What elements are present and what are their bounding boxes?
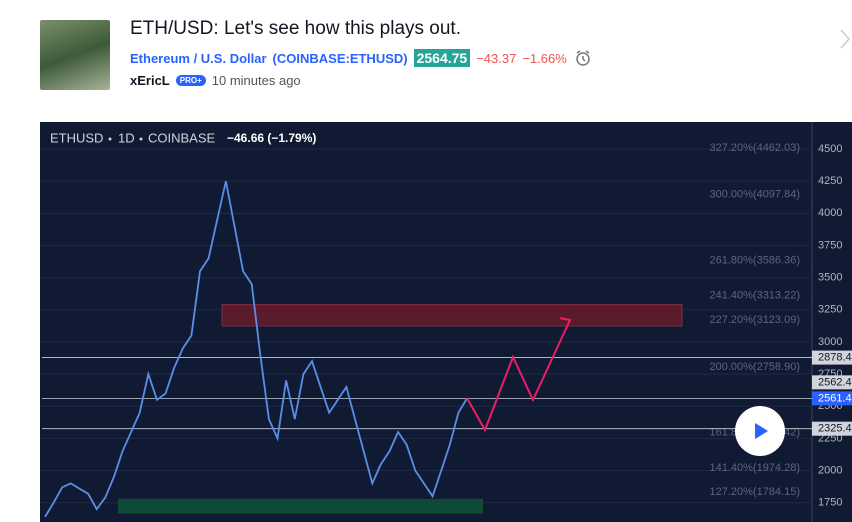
separator: [139, 137, 143, 141]
separator: [108, 137, 112, 141]
y-tick-label: 1750: [818, 497, 842, 509]
next-arrow[interactable]: [838, 28, 852, 50]
price-line: [44, 181, 468, 518]
projection-arrow: [559, 317, 572, 330]
y-tick-label: 2000: [818, 464, 842, 476]
fib-label: 227.20%(3123.09): [709, 314, 800, 326]
time: 10 minutes ago: [211, 73, 301, 88]
symbol-name[interactable]: Ethereum / U.S. Dollar: [130, 50, 267, 66]
price: 2564.75: [413, 49, 471, 67]
play-icon: [755, 423, 768, 439]
chart-interval: 1D: [118, 130, 135, 145]
chart-change: −46.66 (−1.79%): [227, 131, 316, 145]
fib-label: 141.40%(1974.28): [709, 462, 800, 474]
badge: PRO+: [175, 75, 206, 86]
fib-label: 300.00%(4097.84): [709, 189, 800, 201]
price-tag-bg: [812, 421, 852, 436]
fib-label: 327.20%(4462.03): [709, 142, 800, 154]
avatar[interactable]: [40, 20, 110, 90]
author[interactable]: xEricL: [130, 73, 170, 88]
zone: [118, 498, 483, 514]
y-tick-label: 4250: [818, 175, 842, 187]
y-tick-label: 3750: [818, 239, 842, 251]
idea-title: ETH/USD: Let's see how this plays out.: [130, 18, 461, 39]
chart-exchange: COINBASE: [148, 130, 216, 145]
y-tick-label: 3000: [818, 336, 842, 348]
zone: [221, 304, 683, 327]
fib-label: 127.20%(1784.15): [709, 486, 800, 498]
price-tag: 2561.4: [818, 392, 852, 404]
fib-label: 200.00%(2758.90): [709, 361, 800, 373]
chart-symbol: ETHUSD: [50, 130, 103, 145]
price-tag: 2325.4: [818, 423, 852, 435]
projection-path: [466, 319, 571, 433]
price-tag-bg: [812, 350, 852, 365]
fib-label: 241.40%(3313.22): [709, 290, 800, 302]
fib-label: 261.80%(3586.36): [709, 254, 800, 266]
y-tick-label: 4000: [818, 207, 842, 219]
y-tick-label: 4500: [818, 143, 842, 155]
price-tag-bg: [812, 391, 852, 406]
price-tag: 2562.4: [818, 376, 852, 388]
change-pct: −1.66%: [522, 50, 567, 66]
price-tag-bg: [812, 375, 852, 390]
symbol-row: Ethereum / U.S. Dollar (COINBASE:ETHUSD)…: [130, 48, 593, 68]
y-tick-label: 3250: [818, 304, 842, 316]
price-tag: 2878.4: [818, 351, 852, 363]
author-row: xEricL PRO+ 10 minutes ago: [130, 73, 301, 88]
alert-icon[interactable]: [573, 48, 593, 68]
idea-header: ETH/USD: Let's see how this plays out. E…: [0, 0, 852, 122]
symbol-code[interactable]: (COINBASE:ETHUSD): [272, 50, 408, 66]
y-tick-label: 3500: [818, 272, 842, 284]
change: −43.37: [476, 50, 517, 66]
